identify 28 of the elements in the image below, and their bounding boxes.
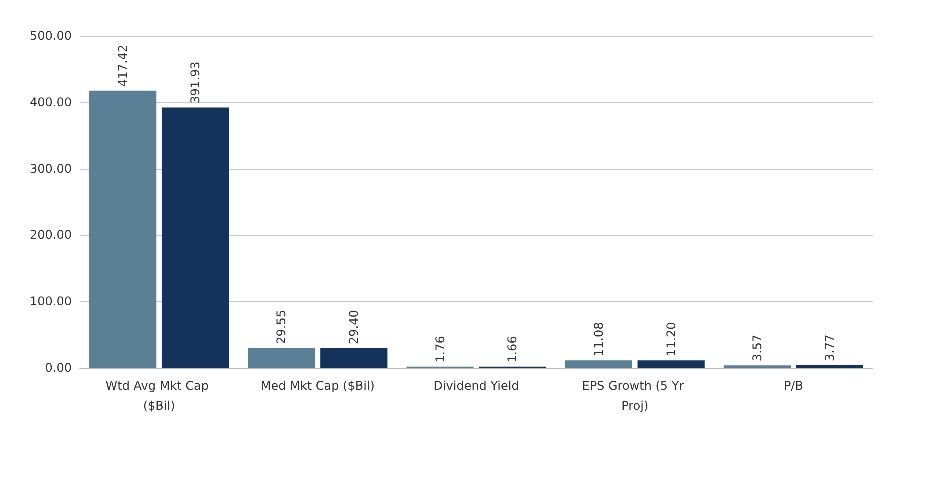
x-tick-label: P/B	[784, 379, 804, 393]
text: 29.40	[347, 310, 362, 344]
x-tick-label: Dividend Yield	[434, 379, 520, 393]
text: 417.42	[116, 44, 130, 87]
y-tick-label: 100.00	[30, 294, 72, 309]
text: 11.20	[664, 322, 678, 357]
bar	[162, 108, 230, 368]
bar	[90, 90, 157, 368]
x-tick-label: Wtd Avg Mkt Cap ($Bil)	[106, 379, 213, 413]
text: 11.08	[592, 322, 606, 357]
text: 1.66	[506, 336, 520, 363]
bar	[320, 348, 388, 368]
x-tick-label: EPS Growth (5 Yr Proj)	[582, 379, 688, 413]
x-tick-label: Med Mkt Cap ($Bil)	[260, 379, 375, 393]
y-tick-label: 400.00	[30, 95, 72, 110]
text: 1.76	[433, 336, 448, 363]
text: 391.93	[188, 62, 203, 104]
bar	[638, 360, 705, 368]
text: 3.57	[750, 334, 764, 362]
y-tick-label: 500.00	[30, 29, 72, 43]
y-tick-label: 0.00	[45, 361, 72, 375]
y-tick-label: 300.00	[30, 162, 72, 176]
text: 3.77	[822, 334, 837, 362]
bar	[565, 360, 632, 368]
bar	[248, 348, 316, 368]
text: 29.55	[274, 310, 289, 344]
bar	[796, 365, 864, 368]
y-tick-label: 200.00	[30, 228, 72, 242]
